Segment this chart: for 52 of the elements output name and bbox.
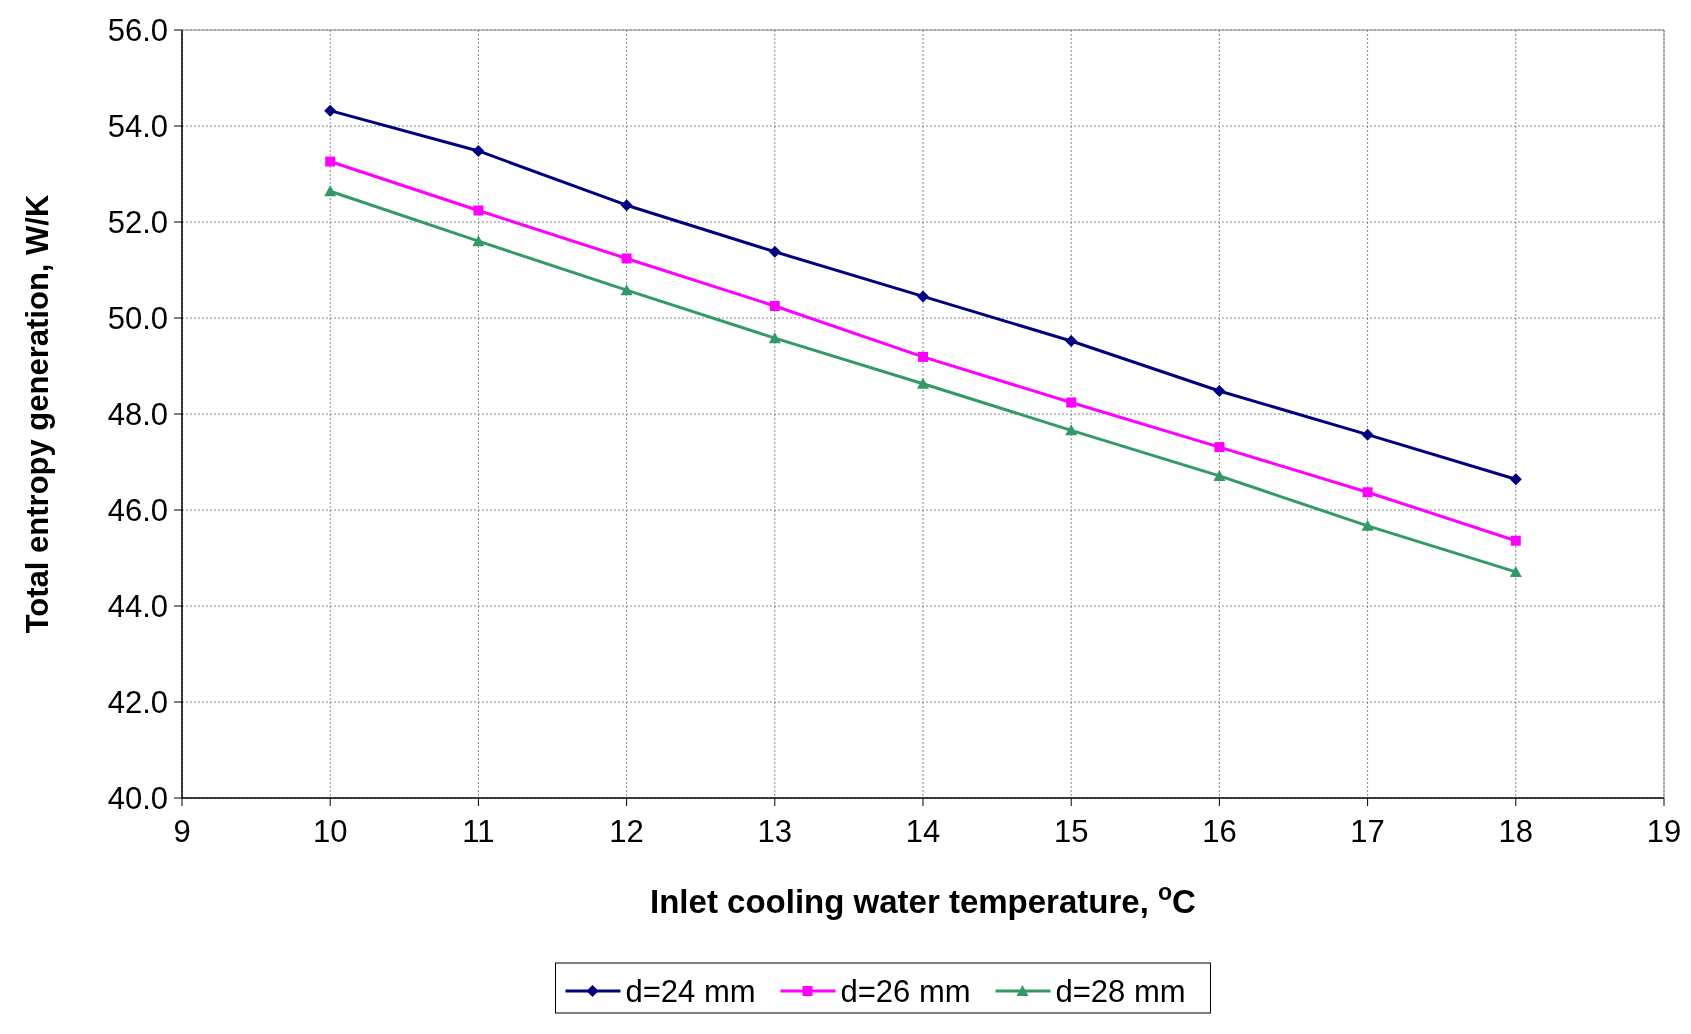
point <box>1065 424 1078 436</box>
y-tick-label: 52.0 <box>107 205 168 240</box>
y-tick-label: 44.0 <box>107 589 168 624</box>
point <box>917 377 929 389</box>
point <box>620 284 633 296</box>
y-axis-title: Total entropy generation, W/K <box>20 194 55 634</box>
x-tick-label: 11 <box>462 814 495 849</box>
point <box>1214 442 1225 453</box>
point <box>325 156 336 167</box>
point <box>917 290 929 303</box>
y-tick-label: 56.0 <box>107 13 168 48</box>
y-tick-label: 54.0 <box>107 109 168 144</box>
x-tick-label: 16 <box>1202 814 1237 849</box>
legend-label: d=28 mm <box>1055 974 1186 1009</box>
point <box>473 205 484 216</box>
x-tick-label: 14 <box>905 814 941 849</box>
point <box>1509 473 1522 486</box>
x-tick-label: 15 <box>1053 814 1089 849</box>
point <box>1213 469 1226 481</box>
x-axis-title: Inlet cooling water temperature, $^{o}$C <box>650 879 1196 920</box>
x-tick-label: 19 <box>1646 814 1682 849</box>
point <box>621 253 632 264</box>
x-tick-label: 9 <box>173 814 191 849</box>
point <box>1065 335 1078 348</box>
y-tick-label: 50.0 <box>107 301 168 336</box>
x-tick-label: 10 <box>312 814 348 849</box>
x-tick-label: 13 <box>757 814 793 849</box>
y-tick-label: 48.0 <box>107 397 168 432</box>
y-tick-label: 46.0 <box>107 493 168 528</box>
x-tick-label: 18 <box>1498 814 1534 849</box>
point <box>1213 384 1226 397</box>
x-tick-label: 12 <box>609 814 644 849</box>
y-tick-label: 42.0 <box>107 685 168 720</box>
point <box>472 235 485 247</box>
y-tick-label: 40.0 <box>107 781 168 816</box>
point <box>1509 565 1522 577</box>
point <box>768 245 781 258</box>
point <box>1362 487 1373 498</box>
point <box>1510 535 1521 546</box>
point <box>324 185 337 197</box>
x-tick-label: 17 <box>1350 814 1385 849</box>
point <box>1361 519 1374 531</box>
legend-label: d=24 mm <box>625 974 756 1009</box>
point <box>769 301 780 311</box>
point <box>472 144 485 157</box>
legend-label: d=26 mm <box>840 974 971 1009</box>
point <box>918 351 928 362</box>
point <box>620 199 633 212</box>
point <box>768 332 781 344</box>
point <box>1066 397 1077 408</box>
point <box>324 104 337 117</box>
point <box>1361 428 1374 441</box>
